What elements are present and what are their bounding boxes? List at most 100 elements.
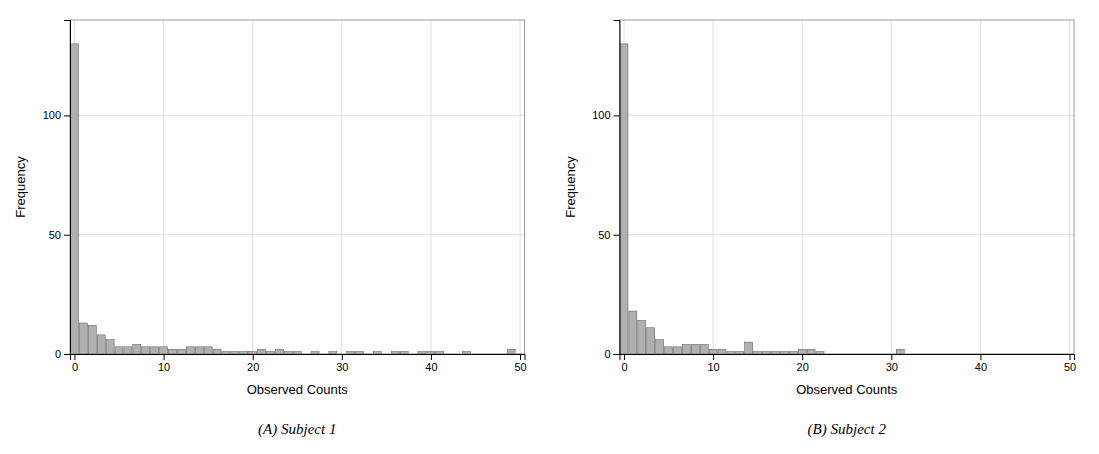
grid-line [252,20,253,354]
tick-label: 0 [55,348,61,360]
tick-mark [1070,354,1071,360]
bar [115,347,123,354]
tick-mark [614,235,620,236]
bar [691,344,699,354]
grid-line [341,20,342,354]
bar [79,323,87,354]
tick: 10 [707,354,719,373]
tick-label: 40 [975,361,987,373]
x-axis-title: Observed Counts [247,382,349,397]
axis-line [71,355,526,361]
tick-mark [624,354,625,360]
bar [647,328,655,354]
bar [88,325,96,354]
bar [798,349,806,354]
bar [656,340,664,354]
tick: 0 [72,354,78,373]
grid-line [891,20,892,354]
tick-mark [64,235,70,236]
grid-line [713,20,714,354]
tick-label: 0 [72,361,78,373]
tick-mark [164,354,165,360]
tick: 10 [158,354,170,373]
grid-line [980,20,981,354]
tick-label: 20 [247,361,259,373]
bar [160,347,168,354]
tick-mark [713,354,714,360]
tick-label: 30 [886,361,898,373]
y-axis-title: Frequency [563,156,578,218]
tick: 20 [797,354,809,373]
tick: 50 [514,354,526,373]
bar [700,344,708,354]
bar [275,349,283,354]
bar [682,344,690,354]
bar [665,347,673,354]
tick-mark [980,354,981,360]
tick: 50 [1064,354,1076,373]
caption: (B) Subject 2 [808,421,887,438]
y-axis: 050100 [43,21,71,361]
tick-label: 100 [43,109,61,121]
tick-label: 50 [514,361,526,373]
grid-line [520,20,521,354]
tick-label: 0 [604,348,610,360]
tick: 50 [598,229,619,241]
tick-mark [64,354,70,355]
grid-line [620,234,1075,235]
bar [186,347,194,354]
grid [70,20,525,354]
tick: 0 [604,348,619,360]
tick-label: 0 [621,361,627,373]
bar [718,349,726,354]
tick: 20 [247,354,259,373]
axis-line [620,355,1075,361]
bar [177,349,185,354]
bar [258,349,266,354]
grid [620,20,1075,354]
tick-mark [64,115,70,116]
tick: 40 [975,354,987,373]
y-axis-title: Frequency [13,156,28,218]
tick: 100 [592,109,619,121]
axis-line [614,21,621,355]
y-axis: 0 50 100 [592,21,620,361]
tick-label: 40 [425,361,437,373]
chart-svg: 01020304050050100Observed CountsFrequenc… [0,0,1099,454]
bars [70,44,515,354]
tick: 30 [336,354,348,373]
tick: 0 [621,354,627,373]
tick-mark [431,354,432,360]
tick-mark [614,115,620,116]
tick: 100 [43,109,70,121]
bar [629,311,637,354]
grid-line [70,234,525,235]
tick-mark [891,354,892,360]
grid-line [1069,20,1070,354]
bar [213,349,221,354]
bar [620,44,628,354]
tick-label: 100 [592,109,610,121]
tick-label: 50 [598,229,610,241]
panel: 01020304050050100Observed CountsFrequenc… [13,20,527,438]
bar [70,44,78,354]
tick-mark [74,354,75,360]
x-axis-title: Observed Counts [796,382,898,397]
bar [142,347,150,354]
bar [709,349,717,354]
bar [195,347,203,354]
tick: 40 [425,354,437,373]
grid-line [163,20,164,354]
caption: (A) Subject 1 [258,421,336,438]
panel: 0 10 20 30 40 50 0 50 100 Observed Counts Frequenc… [563,20,1077,438]
bar [638,321,646,354]
x-axis: 0 10 20 30 40 50 [620,354,1076,373]
bar [168,349,176,354]
plot-frame [70,20,525,354]
tick-mark [520,354,521,360]
bar [745,342,753,354]
tick-mark [253,354,254,360]
grid-line [620,115,1075,116]
tick-label: 50 [1064,361,1076,373]
tick-mark [342,354,343,360]
